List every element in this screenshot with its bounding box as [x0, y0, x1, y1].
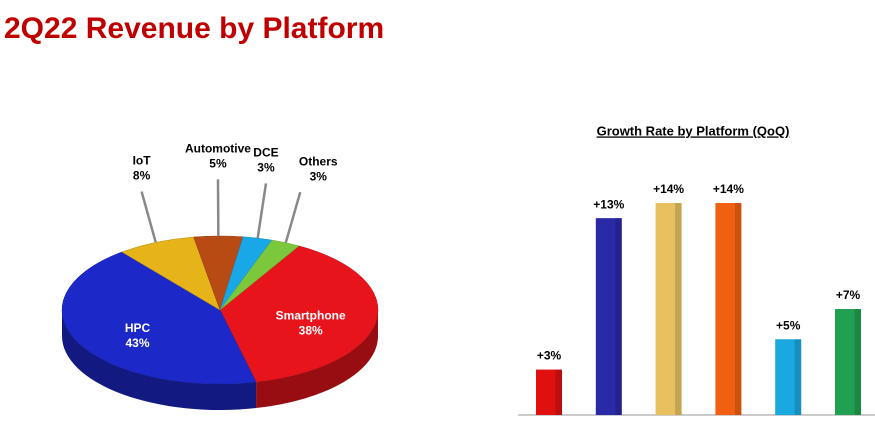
- bar-value-label: +7%: [836, 288, 861, 302]
- bar: [775, 339, 802, 415]
- bar-value-label: +14%: [713, 182, 744, 196]
- pie-slice: [61, 251, 257, 385]
- slice-value-label: 3%: [257, 161, 275, 175]
- bar-value-label: +3%: [537, 349, 562, 363]
- bar: [715, 203, 742, 415]
- bar-shade: [675, 203, 682, 415]
- slice-label: Automotive: [185, 142, 251, 156]
- slice-label: IoT: [133, 154, 152, 168]
- bar: [655, 203, 682, 415]
- page-title: 2Q22 Revenue by Platform: [4, 12, 384, 45]
- pie-slice-side: [256, 310, 378, 409]
- bar: [595, 218, 622, 415]
- pie-slice-side: [62, 310, 257, 410]
- slice-label: Smartphone: [276, 308, 346, 322]
- slice-value-label: 3%: [310, 169, 328, 183]
- slice-value-label: 8%: [133, 169, 151, 183]
- bar: [835, 309, 861, 415]
- slice-label: DCE: [253, 146, 278, 160]
- bar-shade: [615, 218, 622, 415]
- bar-value-label: +5%: [776, 318, 801, 332]
- bar-shade: [794, 339, 802, 415]
- bar-value-label: +13%: [593, 197, 624, 211]
- leader-line: [284, 191, 302, 244]
- bar: [536, 369, 562, 415]
- slice-value-label: 5%: [209, 157, 227, 171]
- slice-label: Others: [299, 154, 338, 168]
- slice-label: HPC: [125, 321, 151, 335]
- leader-line: [140, 191, 157, 243]
- bar-shade: [854, 309, 861, 415]
- pie-slice: [219, 245, 379, 383]
- slice-value-label: 38%: [299, 323, 323, 337]
- leader-line: [256, 183, 268, 239]
- bar-chart-title: Growth Rate by Platform (QoQ): [597, 123, 790, 138]
- slice-value-label: 43%: [125, 336, 149, 350]
- bar-shade: [555, 369, 562, 415]
- bar-shade: [734, 203, 742, 415]
- bar-value-label: +14%: [653, 182, 684, 196]
